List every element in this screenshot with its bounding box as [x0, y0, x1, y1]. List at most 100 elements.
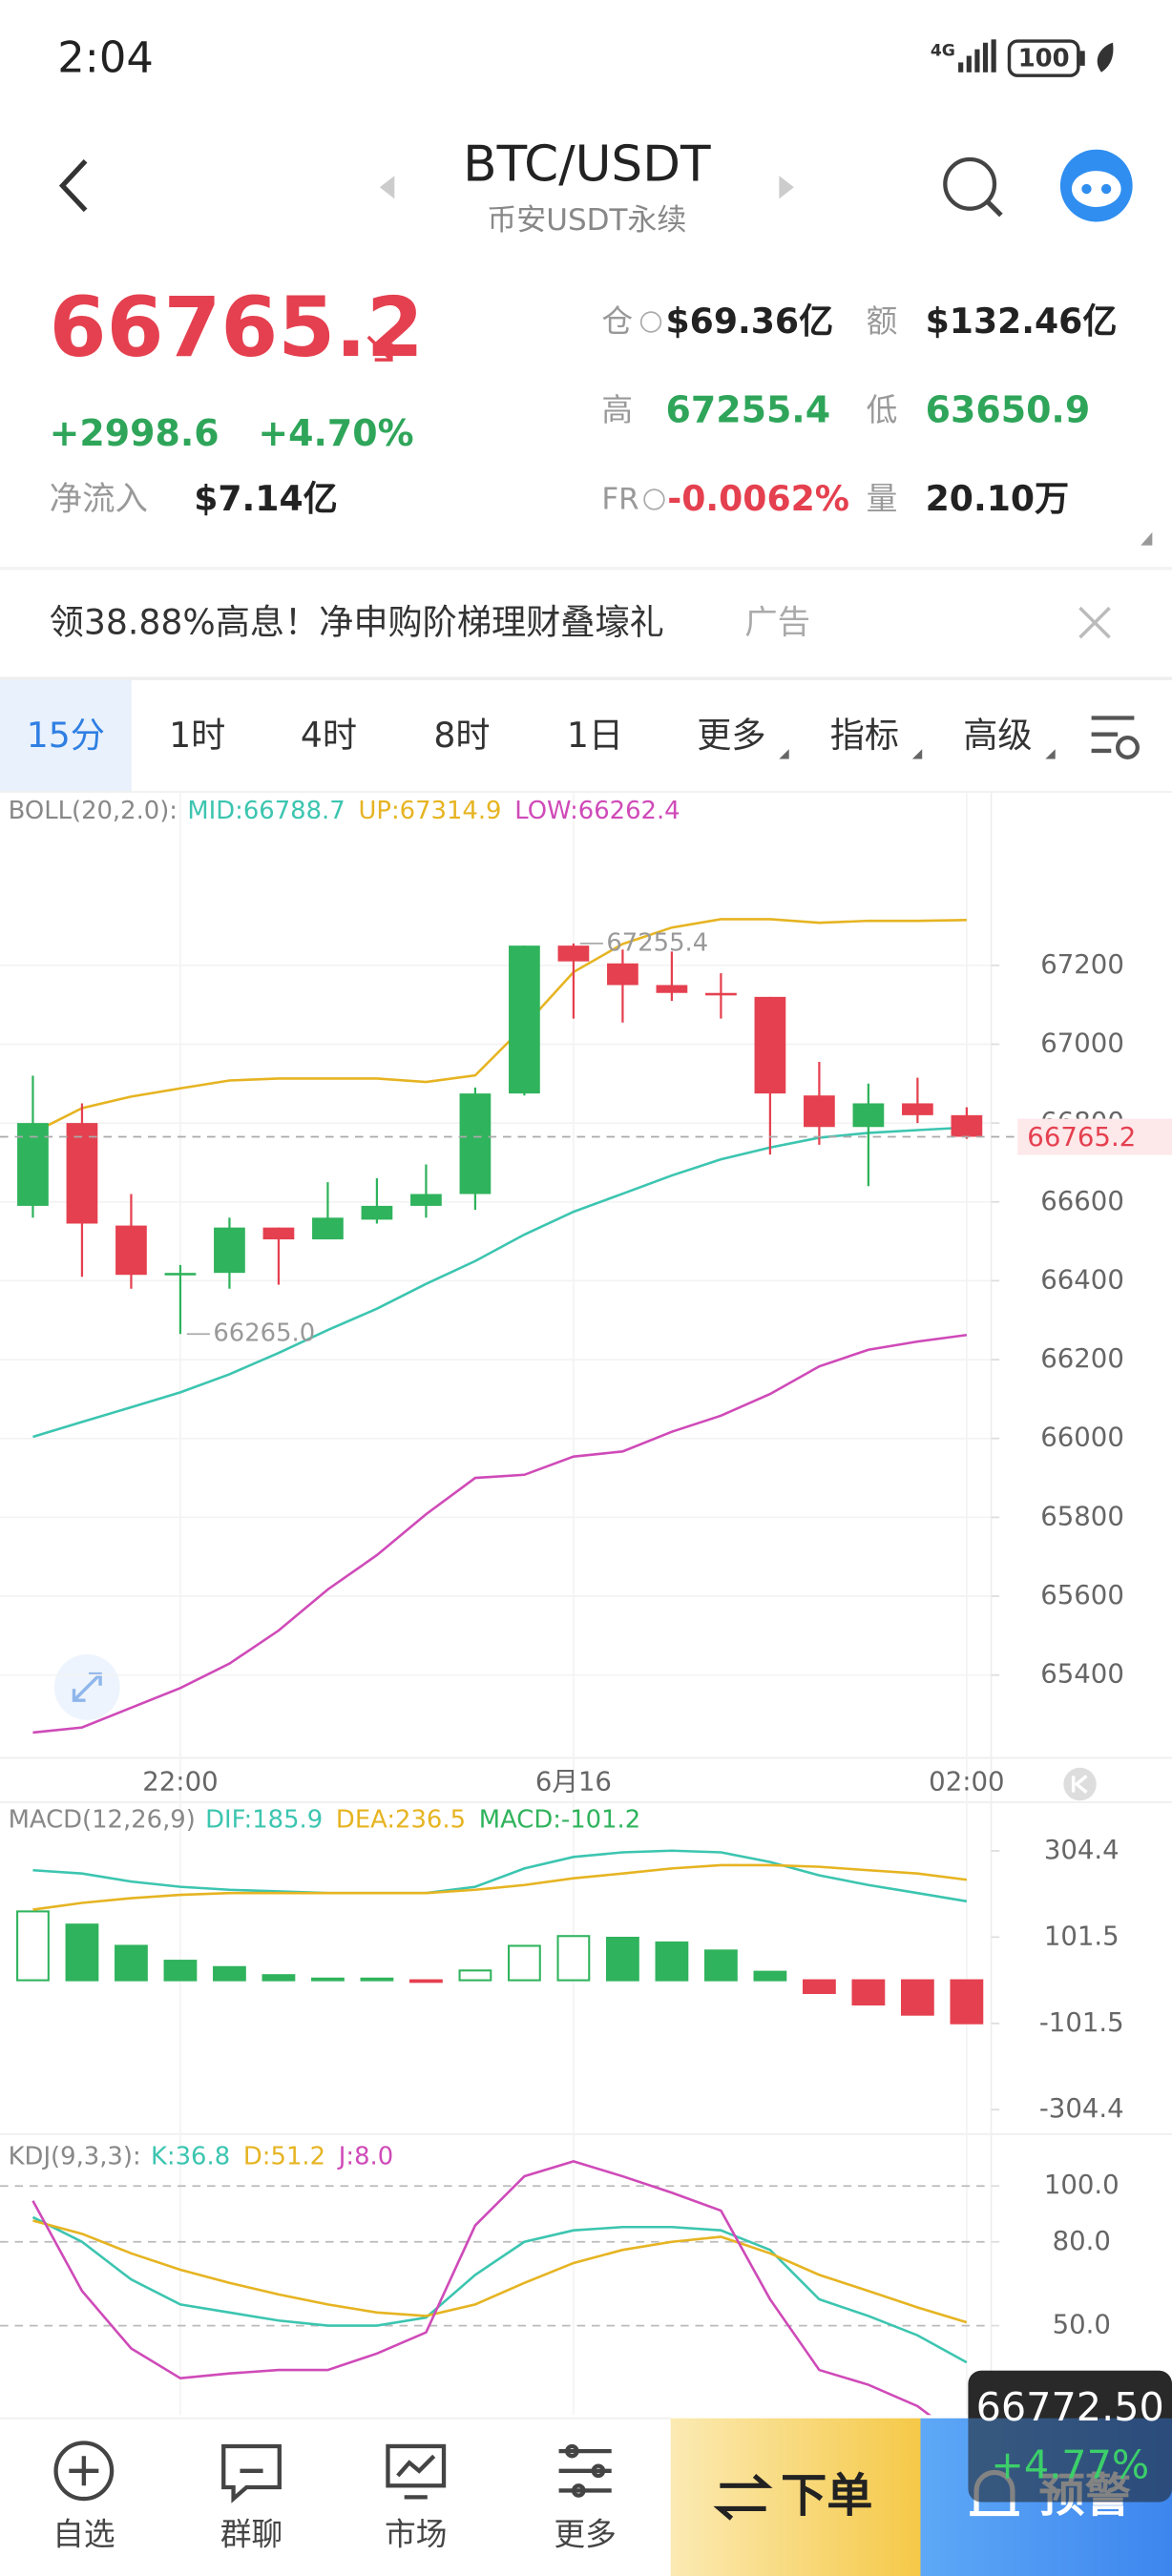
macd-bar	[16, 1910, 50, 1982]
candle-body	[656, 985, 688, 993]
y-tick-label: 50.0	[1053, 2310, 1111, 2340]
y-tick-label: 65600	[1040, 1580, 1124, 1610]
macd-bar	[655, 1941, 689, 1982]
network: 4G	[931, 41, 955, 60]
stat-label: 仓	[601, 303, 633, 340]
stat-label: FR	[601, 483, 638, 517]
candle-body	[557, 945, 590, 962]
nav-item[interactable]: 市场	[385, 2517, 447, 2553]
plot-area	[17, 918, 983, 1735]
fullscreen-button[interactable]	[53, 1653, 120, 1720]
candle-body	[262, 1227, 295, 1240]
nav-item[interactable]: 更多	[554, 2517, 616, 2553]
y-tick-label: 66400	[1040, 1264, 1124, 1295]
y-tick-label: -101.5	[1039, 2007, 1124, 2038]
back-button[interactable]	[58, 158, 88, 213]
last-price: 66765.2	[50, 280, 424, 376]
boll-line	[32, 1333, 968, 1735]
nav-item[interactable]: 自选	[52, 2517, 115, 2553]
legend-entry: J:8.0	[337, 2142, 393, 2171]
y-tick-label: 101.5	[1044, 1921, 1120, 1951]
boll-line	[32, 1126, 967, 1439]
down-arrow	[366, 335, 393, 362]
kdj-line	[31, 2160, 931, 2416]
stat-label: 高	[601, 392, 633, 428]
search-button[interactable]	[943, 156, 1003, 218]
legend-entry: K:36.8	[151, 2142, 230, 2171]
price-change: +2998.6	[50, 412, 220, 454]
macd-bar	[851, 1979, 886, 2006]
candle-body	[459, 1093, 492, 1195]
legend-entry: LOW:66262.4	[514, 797, 680, 825]
assistant-avatar[interactable]	[1059, 149, 1133, 222]
y-tick-label: 65400	[1040, 1659, 1124, 1690]
macd-bar	[556, 1935, 591, 1982]
ad-tag: 广告	[744, 604, 810, 642]
macd-bar	[753, 1970, 787, 1982]
float-quote-overlay	[968, 2370, 1172, 2503]
ad-text[interactable]: 领38.88%高息！净申购阶梯理财叠壕礼	[50, 601, 664, 642]
reset-zoom[interactable]	[1063, 1767, 1097, 1801]
interval-tab[interactable]: 1日	[567, 715, 623, 756]
macd-line	[32, 1863, 968, 1911]
macd-bar	[360, 1977, 394, 1982]
battery-level: 100	[1018, 44, 1070, 73]
stat-value: -0.0062%	[667, 478, 849, 519]
order-button[interactable]	[670, 2418, 921, 2576]
indicator-title: MACD(12,26,9)	[9, 1805, 196, 1834]
x-tick-label: 22:00	[142, 1766, 218, 1797]
y-tick-label: 80.0	[1053, 2226, 1111, 2256]
stat-label: 低	[867, 392, 898, 428]
order-icon	[713, 2474, 773, 2521]
stat-value: 63650.9	[926, 389, 1091, 431]
net-inflow-label: 净流入	[50, 481, 148, 519]
candle-body	[509, 945, 540, 1094]
interval-tab[interactable]: 4时	[301, 715, 357, 756]
prev-symbol[interactable]	[379, 176, 395, 199]
y-tick-label: -304.4	[1039, 2093, 1124, 2124]
kdj-line	[32, 2219, 968, 2324]
nav-item[interactable]: 群聊	[220, 2517, 283, 2553]
high-annotation: 67255.4	[606, 928, 708, 957]
next-symbol[interactable]	[779, 176, 794, 199]
macd-line	[32, 1849, 968, 1903]
legend-entry: UP:67314.9	[358, 797, 501, 825]
chart-settings[interactable]	[1091, 716, 1140, 759]
macd-bar	[65, 1923, 99, 1982]
interval-tab[interactable]: 15分	[27, 715, 105, 756]
interval-tab[interactable]: 1时	[169, 715, 225, 756]
macd-bar	[262, 1974, 296, 1982]
candle-body	[66, 1123, 98, 1224]
y-tick-label: 100.0	[1044, 2170, 1120, 2200]
x-tick-label: 6月16	[535, 1766, 612, 1797]
macd-bar	[606, 1936, 639, 1982]
boll-line	[31, 918, 967, 1134]
y-tick-label: 66600	[1040, 1186, 1124, 1216]
plot-area	[31, 2160, 968, 2416]
advanced-tab[interactable]: 高级	[963, 715, 1032, 756]
y-tick-label: 67000	[1040, 1028, 1124, 1058]
candle-body	[607, 963, 638, 986]
order-label[interactable]: 下单	[781, 2469, 872, 2523]
interval-tab[interactable]: 8时	[433, 715, 490, 756]
stat-value: $69.36亿	[666, 301, 834, 342]
y-tick-label: 66200	[1040, 1343, 1124, 1374]
indicator-tab[interactable]: 指标	[830, 715, 899, 756]
stat-value: 20.10万	[926, 478, 1070, 519]
candle-body	[902, 1103, 933, 1115]
active-tab-bg	[0, 679, 132, 792]
nav-bg	[0, 2418, 671, 2576]
info-icon[interactable]	[639, 311, 662, 333]
close-ad[interactable]	[1078, 606, 1111, 639]
low-annotation: 66265.0	[213, 1319, 315, 1348]
legend-entry: MACD:-101.2	[479, 1805, 640, 1834]
x-tick-label: 02:00	[929, 1766, 1004, 1797]
info-icon[interactable]	[643, 488, 665, 510]
legend-entry: DEA:236.5	[336, 1805, 466, 1834]
macd-bar	[458, 1969, 492, 1982]
macd-bar	[409, 1979, 443, 1984]
more-tab[interactable]: 更多	[697, 715, 765, 756]
stat-value: 67255.4	[666, 389, 831, 431]
candle-body	[852, 1103, 885, 1128]
